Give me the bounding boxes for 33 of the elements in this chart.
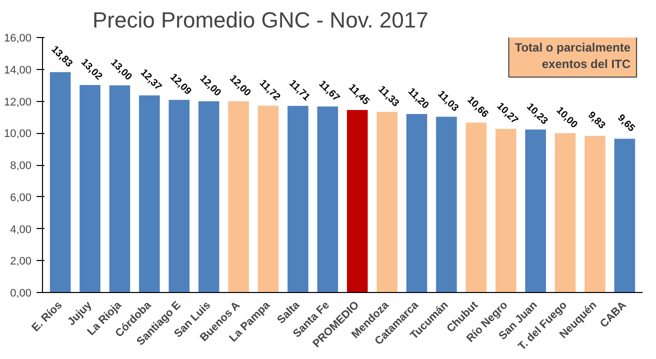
bar <box>109 85 130 292</box>
data-label: 9,65 <box>615 112 638 134</box>
bar <box>346 110 368 292</box>
y-tick-label: 16,00 <box>4 32 32 44</box>
bar <box>406 114 428 292</box>
bar <box>495 128 516 292</box>
bar <box>139 95 160 292</box>
bar <box>168 100 190 292</box>
chart-title: Precio Promedio GNC - Nov. 2017 <box>92 8 428 32</box>
bar <box>436 116 457 292</box>
bar <box>614 138 636 292</box>
bar <box>554 133 576 292</box>
bar <box>288 106 308 292</box>
bar <box>258 106 279 292</box>
annotation: Total o parcialmente exentos del ITC <box>514 40 631 72</box>
y-tick-label: 4,00 <box>10 224 32 236</box>
bar <box>376 112 398 292</box>
bar <box>50 72 71 292</box>
y-tick-label: 2,00 <box>10 256 32 268</box>
y-tick-label: 8,00 <box>10 160 32 172</box>
y-tick-label: 0,00 <box>10 288 32 300</box>
data-label: 9,83 <box>586 110 608 132</box>
y-tick-label: 10,00 <box>4 128 32 140</box>
bar <box>584 136 606 292</box>
y-tick-label: 6,00 <box>10 192 32 204</box>
bar <box>525 129 546 292</box>
y-tick-label: 12,00 <box>4 96 32 108</box>
bar <box>80 84 100 292</box>
bar <box>317 106 338 292</box>
bar <box>198 101 220 292</box>
y-tick-label: 14,00 <box>4 64 32 76</box>
bar <box>466 122 487 292</box>
bar <box>228 101 249 292</box>
